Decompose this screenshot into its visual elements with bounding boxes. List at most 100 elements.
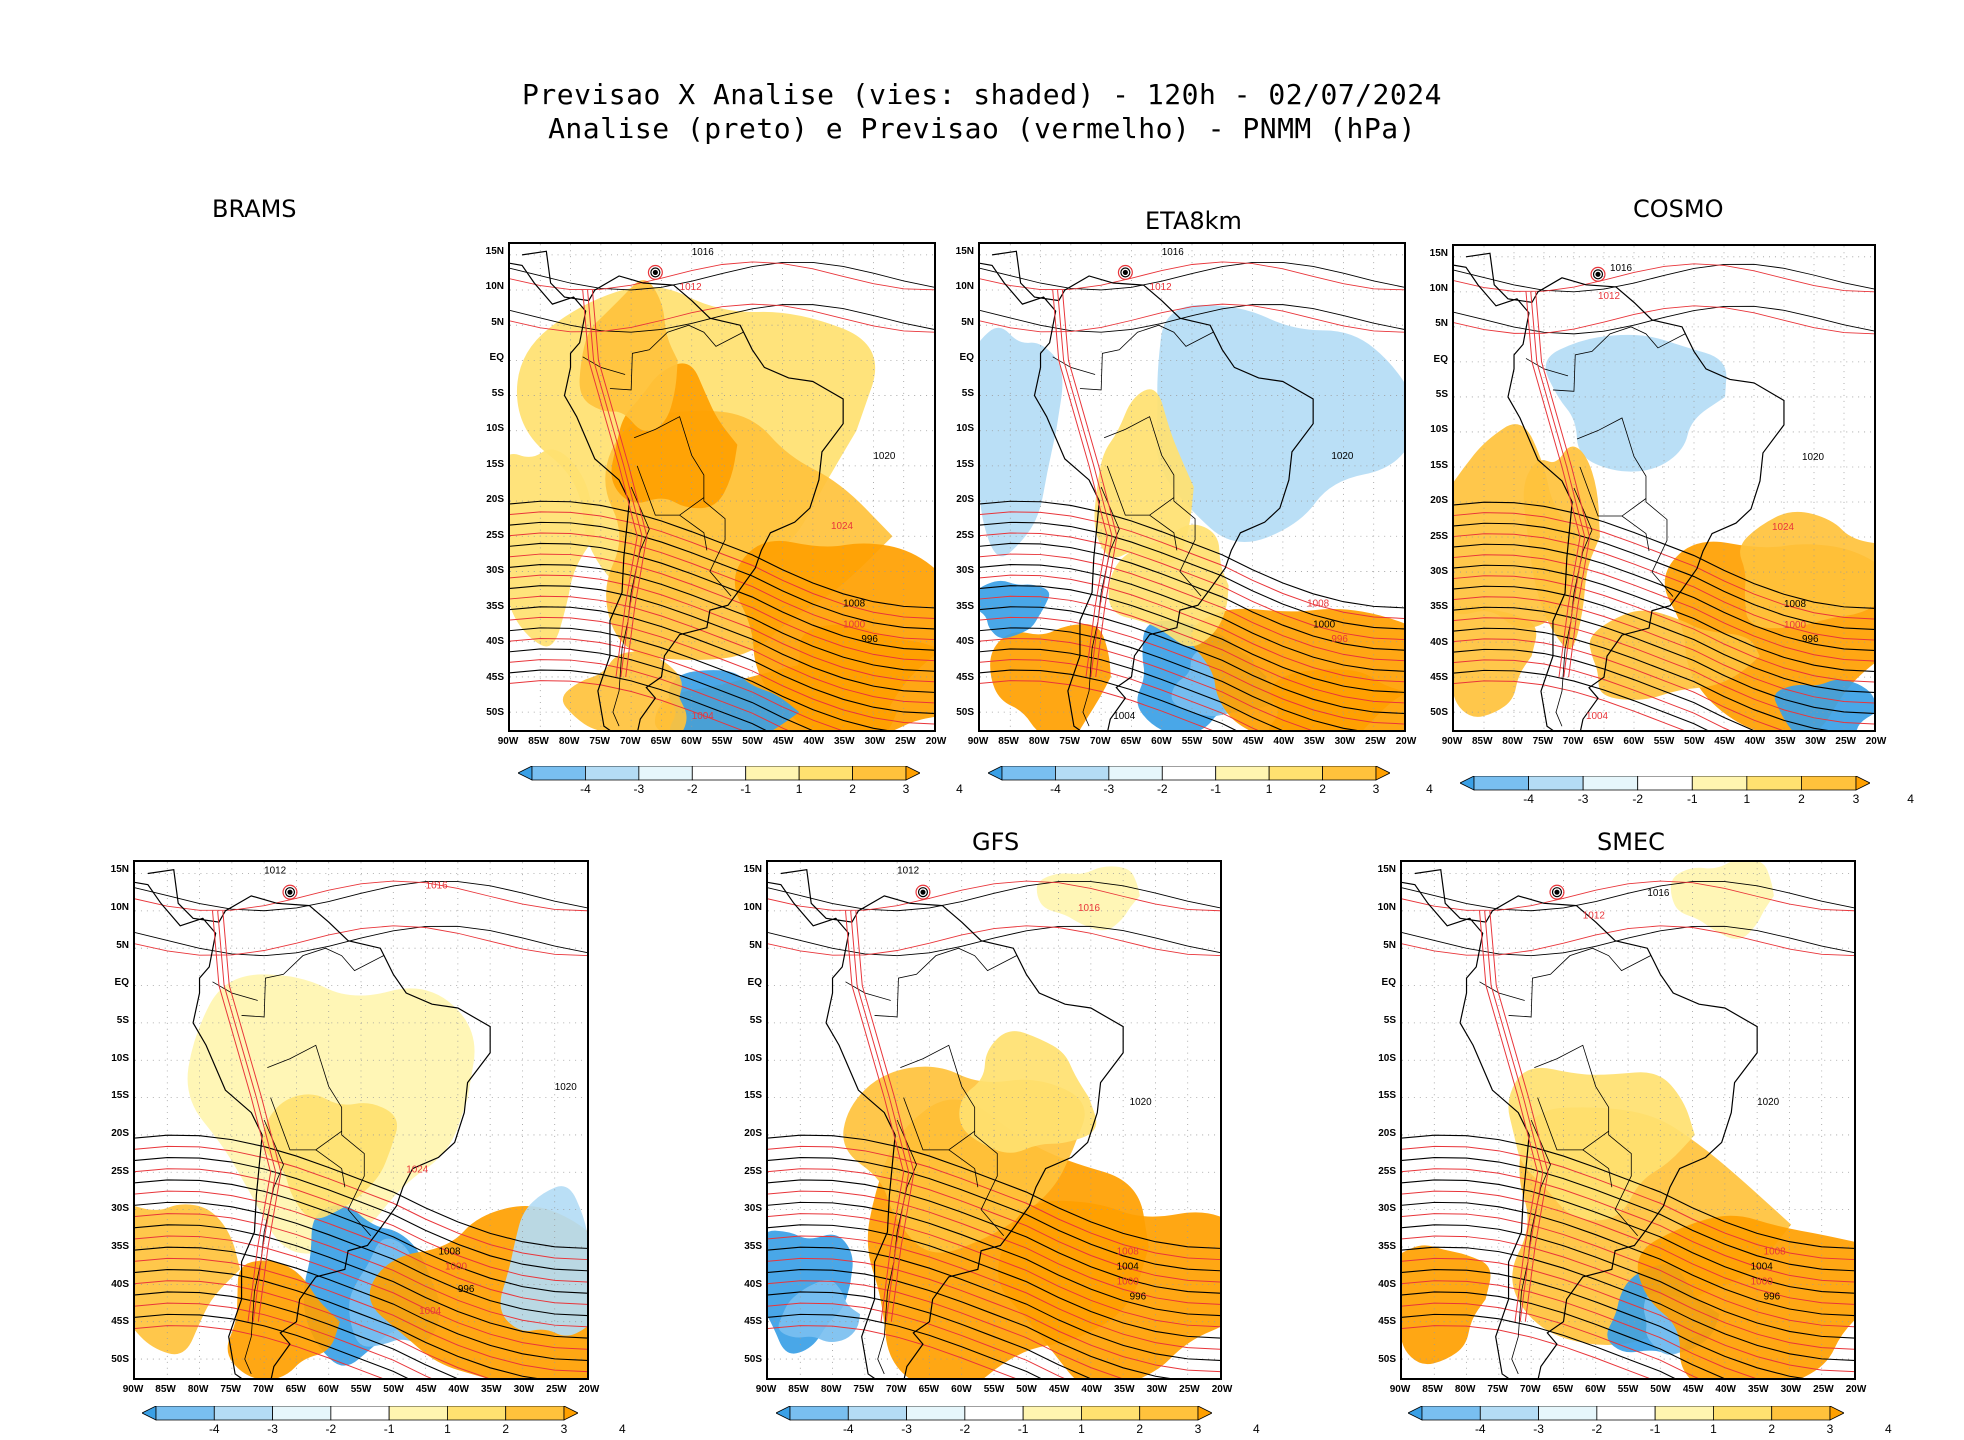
lon-tick-label: 85W [788,1384,809,1395]
title-line-1: Previsao X Analise (vies: shaded) - 120h… [522,78,1442,111]
lat-tick-label: 25S [956,529,974,541]
lon-tick-label: 65W [285,1384,307,1395]
map-gfs: 1012 1016 1020 1008 1004 1000 996 [766,860,1222,1380]
colorbar-tick-label: -1 [1686,792,1698,806]
analysis-isobar [1454,669,1708,730]
isobar-label: 1004 [1117,1261,1140,1272]
bias-shade-6 [227,1260,340,1378]
colorbar-tick-label: 4 [1907,792,1914,806]
isobar-label: 1008 [843,599,866,610]
analysis-isobar [768,925,1220,957]
forecast-isobar [980,680,1213,730]
country-border [1106,465,1175,516]
bias-shade-5 [1508,1067,1695,1221]
lon-tick-label: 85W [1422,1384,1443,1395]
map-svg-brams-top: 1016 1012 1020 1024 1008 1000 996 1004 [510,244,934,730]
analysis-isobar [135,1269,538,1378]
lat-tick-label: 10S [1378,1052,1396,1064]
country-border [1552,326,1686,392]
isobar-label: 1016 [692,247,715,258]
lat-tick-label: 5N [1435,318,1448,330]
lat-tick-label: EQ [1381,977,1396,989]
isobar-label: 1012 [1150,282,1172,293]
map-eta8km: 1016 1012 1020 1008 1000 996 1004 [978,242,1406,732]
pressure-center-marker [1592,269,1604,280]
colorbar-tick-label: -1 [1649,1422,1661,1436]
lon-tick-label: 75W [589,736,610,747]
lon-tick-label: 90W [497,736,519,747]
lon-tick-label: 65W [650,736,672,747]
lon-tick-label: 20W [1845,1384,1867,1395]
colorbar-svg [1460,776,1870,791]
analysis-isobar [768,1313,1042,1378]
pressure-center-marker [1122,269,1128,276]
panel-label-gfs: GFS [972,828,1020,856]
forecast-isobar [510,532,934,641]
colorbar-tick-label: -2 [1156,782,1168,796]
colorbar-tick-label: 3 [1852,792,1860,806]
isobar-label: 996 [1802,634,1819,645]
lat-tick-label: 15S [486,458,504,470]
forecast-isobar [980,637,1312,730]
forecast-isobar [135,1213,587,1328]
isobar-label: 1008 [438,1246,461,1257]
lat-tick-label: 5N [116,939,129,951]
bias-shade-7 [1094,389,1194,563]
pressure-center-marker [1554,889,1560,895]
colorbar-swatch [1322,766,1377,781]
colorbar-swatch [213,1406,273,1421]
andes-forecast-contour [587,290,643,677]
analysis-isobar [1454,305,1874,335]
lat-tick-label: 5N [491,316,504,328]
forecast-isobar [135,880,587,912]
colorbar-swatch [1460,776,1475,791]
forecast-isobar [510,659,789,730]
pressure-center-marker [917,887,929,898]
isobar-label: 1020 [1331,451,1354,462]
colorbar-swatch [906,1406,966,1421]
analysis-isobar [768,1291,1091,1378]
country-border [874,947,1017,1018]
bias-shade-6 [1036,866,1140,931]
forecast-isobar [1402,1213,1854,1328]
colorbar-swatch [1197,1406,1212,1421]
lon-tick-label: 60W [681,736,702,747]
colorbar-tick-label: 4 [1426,782,1433,796]
lon-tick-label: 45W [1048,1384,1070,1395]
colorbar-swatch [563,1406,578,1421]
lon-tick-label: 20W [925,736,947,747]
forecast-isobar [1454,596,1874,704]
colorbar-tick-label: 2 [1319,782,1326,796]
lat-tick-label: 45S [486,671,504,683]
lon-tick-label: 40W [803,736,824,747]
lat-tick-label: EQ [114,977,129,989]
lat-tick-label: 35S [1378,1241,1396,1253]
pressure-center-marker [1595,271,1601,277]
lat-tick-label: 5S [961,387,974,399]
forecast-isobar [510,303,934,333]
map-brams-top: 1016 1012 1020 1024 1008 1000 996 1004 [508,242,936,732]
country-border [1576,417,1674,597]
lon-tick-label: 55W [350,1384,372,1395]
lat-tick-label: 45S [111,1316,129,1328]
lon-tick-label: 20W [1395,736,1417,747]
colorbar-swatch [1746,776,1802,791]
lon-tick-label: 70W [1090,736,1111,747]
bias-shade-1 [1402,1245,1491,1365]
colorbar-tick-label: 3 [1194,1422,1202,1436]
country-border [1579,466,1647,517]
pressure-center-marker [915,884,931,900]
analysis-isobar [980,500,1404,609]
coastline [768,869,1124,1378]
bias-shade-6 [1774,679,1874,730]
forecast-isobar [1454,554,1874,662]
colorbar-swatch [988,766,1003,781]
colorbar-tick-label: -4 [580,782,591,796]
lat-tick-label: 35S [956,600,974,612]
colorbar-tick-label: -4 [842,1422,854,1436]
isobar-label: 1016 [1647,888,1670,899]
lon-tick-label: 90W [1441,736,1463,747]
bias-shade-3 [778,1279,861,1343]
coastline [1454,252,1785,730]
colorbar-swatch [1421,1406,1481,1421]
